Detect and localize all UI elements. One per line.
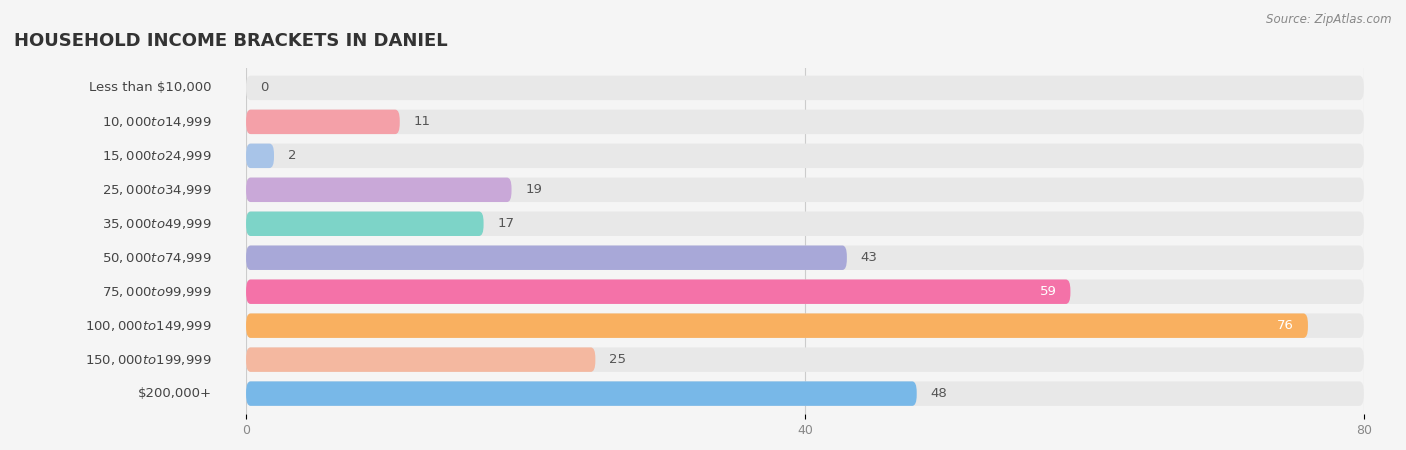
FancyBboxPatch shape	[246, 347, 595, 372]
Text: $50,000 to $74,999: $50,000 to $74,999	[101, 251, 211, 265]
Text: 11: 11	[413, 115, 430, 128]
FancyBboxPatch shape	[246, 110, 399, 134]
Text: $75,000 to $99,999: $75,000 to $99,999	[101, 285, 211, 299]
FancyBboxPatch shape	[246, 212, 484, 236]
Text: Less than $10,000: Less than $10,000	[89, 81, 211, 94]
Text: Source: ZipAtlas.com: Source: ZipAtlas.com	[1267, 14, 1392, 27]
FancyBboxPatch shape	[246, 110, 1364, 134]
FancyBboxPatch shape	[246, 76, 1364, 100]
FancyBboxPatch shape	[246, 347, 1364, 372]
FancyBboxPatch shape	[246, 144, 1364, 168]
FancyBboxPatch shape	[246, 144, 274, 168]
Text: $25,000 to $34,999: $25,000 to $34,999	[101, 183, 211, 197]
Text: 76: 76	[1277, 319, 1294, 332]
FancyBboxPatch shape	[246, 246, 1364, 270]
FancyBboxPatch shape	[246, 382, 917, 406]
Text: $35,000 to $49,999: $35,000 to $49,999	[101, 217, 211, 231]
FancyBboxPatch shape	[246, 246, 846, 270]
Text: $150,000 to $199,999: $150,000 to $199,999	[84, 353, 211, 367]
FancyBboxPatch shape	[246, 382, 1364, 406]
FancyBboxPatch shape	[246, 314, 1364, 338]
Text: 2: 2	[288, 149, 297, 162]
Text: $15,000 to $24,999: $15,000 to $24,999	[101, 149, 211, 163]
FancyBboxPatch shape	[246, 279, 1364, 304]
Text: 0: 0	[260, 81, 269, 94]
Text: HOUSEHOLD INCOME BRACKETS IN DANIEL: HOUSEHOLD INCOME BRACKETS IN DANIEL	[14, 32, 447, 50]
FancyBboxPatch shape	[246, 178, 1364, 202]
Text: 19: 19	[526, 183, 543, 196]
Text: 43: 43	[860, 251, 877, 264]
FancyBboxPatch shape	[246, 212, 1364, 236]
FancyBboxPatch shape	[246, 314, 1308, 338]
Text: 25: 25	[609, 353, 626, 366]
Text: 59: 59	[1039, 285, 1056, 298]
FancyBboxPatch shape	[246, 279, 1070, 304]
FancyBboxPatch shape	[246, 178, 512, 202]
Text: 17: 17	[498, 217, 515, 230]
Text: 48: 48	[931, 387, 948, 400]
Text: $100,000 to $149,999: $100,000 to $149,999	[84, 319, 211, 333]
Text: $200,000+: $200,000+	[138, 387, 211, 400]
Text: $10,000 to $14,999: $10,000 to $14,999	[101, 115, 211, 129]
